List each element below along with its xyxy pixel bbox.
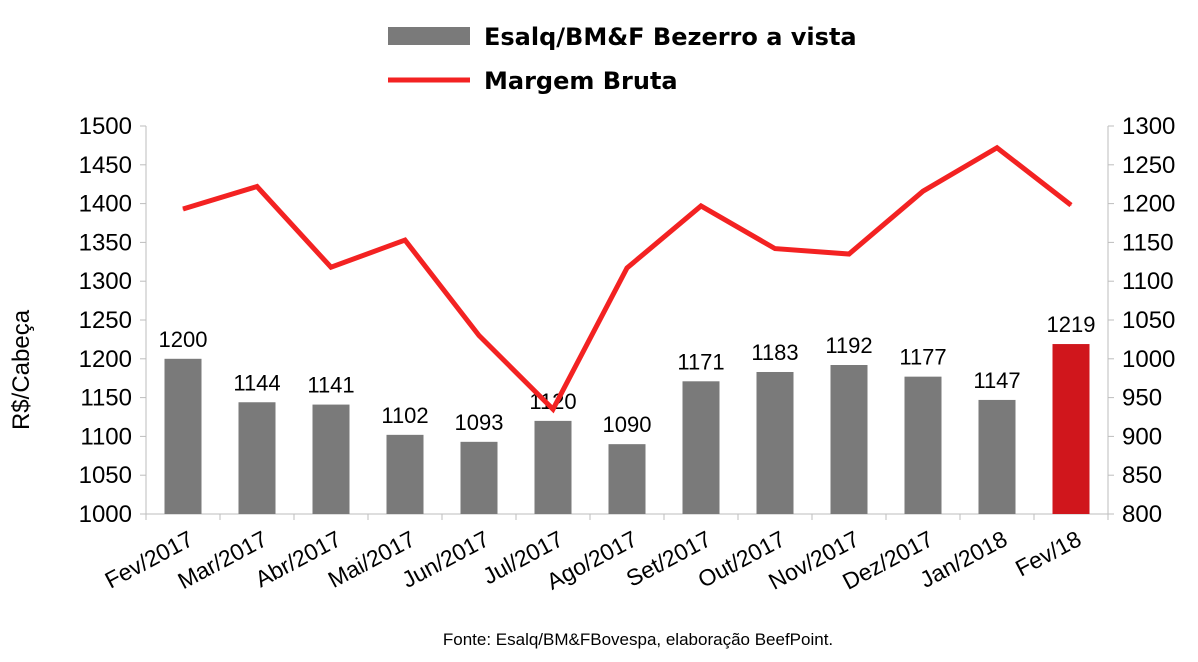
bar-data-label: 1141 [307,373,354,398]
bar [682,381,720,514]
line-point [182,208,184,210]
bar-data-label: 1102 [381,403,428,428]
legend-label-bar: Esalq/BM&F Bezerro a vista [484,23,857,51]
bar-data-label: 1090 [603,412,652,437]
y-tick-label: 1500 [79,113,132,140]
bar [756,371,794,514]
line-point [256,186,258,188]
line-point [922,190,924,192]
y2-tick-label: 800 [1122,501,1162,528]
bar-data-label: 1144 [233,370,280,395]
y2-tick-label: 1000 [1122,346,1175,373]
line-point [774,248,776,250]
y2-tick-label: 1250 [1122,152,1175,179]
legend-item-line: Margem Bruta [388,67,678,95]
bar [978,399,1016,514]
line-series [182,144,1073,414]
legend-swatch-bar [388,27,470,45]
line-point [552,408,554,410]
y-axis-right: 800 850 900 950 1000 1050 1100 1150 1200 1250 1300 [1108,113,1175,528]
y-tick-label: 1300 [79,268,132,295]
line-point [330,266,332,268]
source-note: Fonte: Esalq/BM&FBovespa, elaboração Bee… [443,630,833,649]
bar-data-label: 1171 [677,349,724,374]
y2-tick-label: 950 [1122,385,1162,412]
line-point [626,267,628,269]
bar [830,365,868,514]
y-tick-label: 1250 [79,307,132,334]
y2-tick-label: 1050 [1122,307,1175,334]
bar [238,402,276,514]
bar [386,434,424,514]
bar [1052,344,1090,514]
bar [312,404,350,514]
y-tick-label: 1050 [79,462,132,489]
bar [164,358,202,514]
y-axis-left: 1000 1050 1100 1150 1200 1250 1300 1350 1400 1450… [79,113,146,528]
y-tick-label: 1450 [79,152,132,179]
y2-tick-label: 1150 [1122,229,1174,256]
y-tick-label: 1150 [80,385,132,412]
bar-data-label: 1192 [825,333,872,358]
bar-data-label: 1093 [455,410,504,435]
bar-data-label: 1147 [973,368,1020,393]
line-path [182,144,1073,414]
line-point [996,147,998,149]
x-tick-label: Fev/18 [1011,525,1085,581]
y2-tick-label: 1300 [1122,113,1175,140]
bar [904,376,942,514]
y2-tick-label: 900 [1122,423,1162,450]
x-axis: Fev/2017Mar/2017Abr/2017Mai/2017Jun/2017… [100,514,1109,595]
y2-tick-label: 850 [1122,462,1162,489]
legend-item-bar: Esalq/BM&F Bezerro a vista [388,23,857,51]
line-point [700,205,702,207]
bar-series [164,344,1090,514]
bar [460,441,498,514]
line-point [404,239,406,241]
bar-data-label: 1177 [899,345,946,370]
y-tick-label: 1000 [79,501,132,528]
y-tick-label: 1200 [79,346,132,373]
y2-tick-label: 1100 [1122,268,1174,295]
y-axis-title: R$/Cabeça [8,309,35,430]
legend-label-line: Margem Bruta [484,67,678,95]
bar [534,420,572,514]
line-point [478,335,480,337]
bar-data-label: 1200 [159,327,208,352]
bar-data-label: 1183 [751,340,798,365]
legend: Esalq/BM&F Bezerro a vista Margem Bruta [388,23,857,95]
line-point [848,253,850,255]
y-tick-label: 1400 [79,191,132,218]
y2-tick-label: 1200 [1122,191,1175,218]
bar [608,444,646,514]
y-tick-label: 1350 [79,229,132,256]
bar-data-label: 1219 [1047,312,1096,337]
line-point [1070,204,1072,206]
y-tick-label: 1100 [80,423,132,450]
